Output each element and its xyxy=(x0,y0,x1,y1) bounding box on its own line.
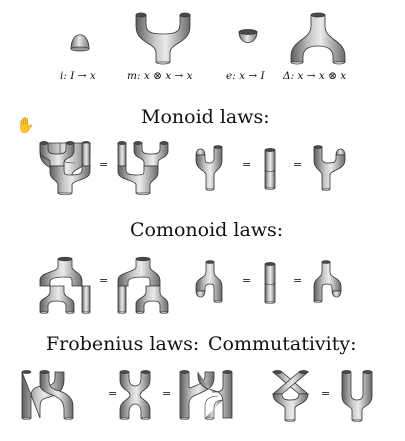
comonoid-left-counit xyxy=(196,261,222,303)
frobenius-right xyxy=(180,370,232,419)
unit-cobordism xyxy=(71,35,89,51)
frobenius-middle xyxy=(120,370,150,419)
comultiplication-label: Δ: x → x ⊗ x xyxy=(283,70,346,82)
multiplication-label: m: x ⊗ x → x xyxy=(127,70,193,82)
comonoid-laws-heading: Comonoid laws: xyxy=(130,219,283,241)
monoid-associativity-right xyxy=(118,141,168,194)
equals-sign: = xyxy=(108,387,117,400)
frobenius-left xyxy=(22,370,82,419)
monoid-identity xyxy=(265,148,275,189)
unit-label: i: I → x xyxy=(60,70,96,82)
equals-sign: = xyxy=(242,158,251,171)
frobenius-laws-heading: Frobenius laws: xyxy=(46,333,199,355)
equals-sign: = xyxy=(99,274,108,287)
commutativity-right xyxy=(342,370,372,421)
commutativity-heading: Commutativity: xyxy=(208,333,357,355)
comultiplication-cobordism xyxy=(291,13,345,64)
hand-cursor-icon: ✋ xyxy=(16,116,35,135)
equals-sign: = xyxy=(293,274,302,287)
commutativity-left xyxy=(273,370,308,421)
equals-sign: = xyxy=(99,158,108,171)
equals-sign: = xyxy=(321,387,330,400)
comonoid-coassociativity-right xyxy=(118,257,168,313)
monoid-left-unit xyxy=(196,146,222,191)
counit-label: e: x → I xyxy=(226,70,265,82)
comonoid-identity xyxy=(265,262,275,303)
counit-cobordism xyxy=(239,30,257,43)
equals-sign: = xyxy=(242,274,251,287)
monoid-right-unit xyxy=(314,146,345,191)
equals-sign: = xyxy=(162,387,171,400)
monoid-laws-heading: Monoid laws: xyxy=(141,106,270,128)
equals-sign: = xyxy=(293,158,302,171)
multiplication-cobordism xyxy=(136,13,190,64)
comonoid-coassociativity-left xyxy=(40,257,90,313)
comonoid-right-counit xyxy=(314,261,341,303)
